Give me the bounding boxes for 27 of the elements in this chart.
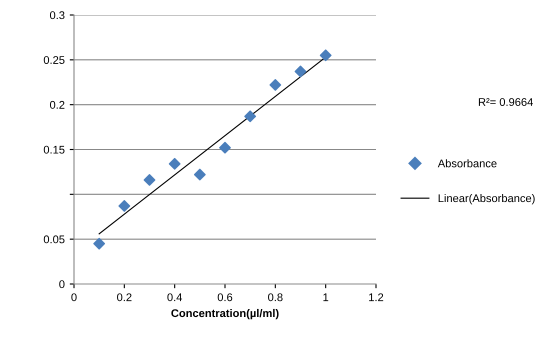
- point: [269, 79, 282, 91]
- legend-label: Linear(Absorbance): [438, 194, 535, 204]
- point: [244, 110, 256, 122]
- x-tick-label: 0.6: [218, 293, 232, 302]
- x-tick-label: 1: [323, 293, 328, 302]
- x-tick-label: 0.8: [268, 293, 283, 302]
- y-tick-label: 0.2: [50, 100, 64, 109]
- point: [118, 200, 130, 212]
- y-tick-label: 0.05: [44, 235, 65, 244]
- point: [320, 49, 332, 62]
- point: [144, 174, 156, 186]
- y-tick-label: 0.15: [44, 146, 65, 154]
- point: [219, 142, 231, 154]
- x-tick-label: 1.2: [369, 293, 384, 302]
- x-tick-label: 0.4: [167, 293, 182, 302]
- y-tick-label: 0.3: [50, 11, 64, 20]
- legend-label: Absorbance: [438, 159, 497, 168]
- x-tick-label: 0: [71, 293, 77, 302]
- x-tick-label: 0.2: [117, 293, 132, 302]
- y-tick-label: 0: [59, 280, 65, 288]
- text: R²= 0.9664: [478, 98, 533, 106]
- point: [294, 66, 306, 78]
- point: [194, 168, 206, 180]
- y-tick-label: 0.25: [44, 56, 65, 64]
- x-axis-title: Concentration(µl/ml): [171, 308, 279, 320]
- point: [93, 238, 106, 250]
- point: [168, 158, 181, 170]
